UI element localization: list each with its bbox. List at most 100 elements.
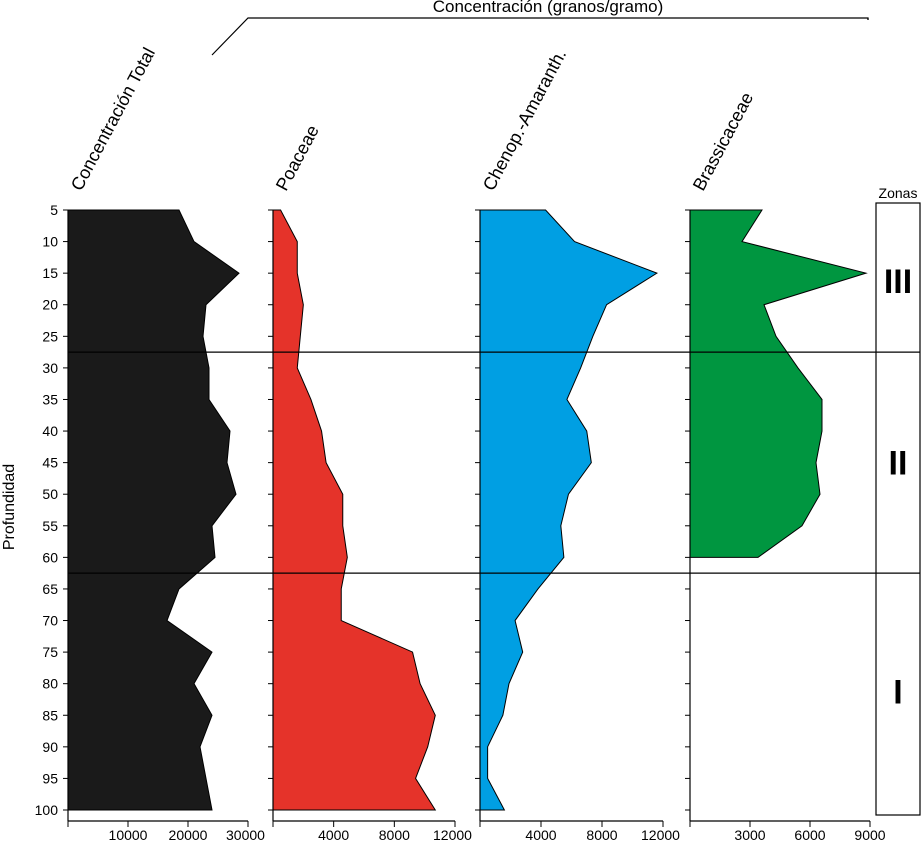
- data-point-concentraci-n-total-70: [166, 620, 168, 622]
- data-point-poaceae-25: [300, 336, 302, 338]
- depth-tick-label-55: 55: [42, 518, 58, 534]
- data-point-concentraci-n-total-80: [193, 683, 195, 685]
- x-tick-label-concentraci-n-total-10000: 10000: [109, 827, 148, 843]
- data-point-poaceae-5: [280, 209, 282, 211]
- zone-label-II: II: [889, 445, 908, 483]
- x-tick-label-concentraci-n-total-20000: 20000: [169, 827, 208, 843]
- data-point-chenop-amaranth-20: [606, 304, 608, 306]
- zone-label-I: I: [893, 674, 902, 712]
- data-point-brassicaceae-20: [763, 304, 765, 306]
- data-point-concentraci-n-total-50: [235, 493, 237, 495]
- data-point-poaceae-95: [415, 778, 417, 780]
- panel-title-poaceae: Poaceae: [272, 122, 323, 194]
- data-point-chenop-amaranth-55: [560, 525, 562, 527]
- zone-label-III: III: [884, 263, 912, 301]
- data-point-brassicaceae-30: [797, 367, 799, 369]
- depth-tick-label-95: 95: [42, 770, 58, 786]
- depth-tick-label-50: 50: [42, 486, 58, 502]
- zones-label: Zonas: [879, 185, 918, 201]
- data-point-concentraci-n-total-15: [238, 272, 240, 274]
- data-point-brassicaceae-25: [775, 336, 777, 338]
- data-point-chenop-amaranth-70: [514, 620, 516, 622]
- panel-poaceae: 4000 8000 12000 Poaceae: [268, 122, 472, 843]
- data-point-poaceae-85: [434, 714, 436, 716]
- x-tick-label-brassicaceae-3000: 3000: [734, 827, 765, 843]
- data-point-chenop-amaranth-15: [656, 272, 658, 274]
- data-point-poaceae-75: [412, 651, 414, 653]
- x-tick-label-brassicaceae-9000: 9000: [854, 827, 885, 843]
- x-tick-label-chenop-amaranth-12000: 12000: [641, 827, 680, 843]
- data-point-chenop-amaranth-40: [586, 430, 588, 432]
- data-point-brassicaceae-50: [819, 493, 821, 495]
- depth-tick-label-25: 25: [42, 328, 58, 344]
- depth-tick-label-30: 30: [42, 360, 58, 376]
- panel-title-brassicaceae: Brassicaceae: [689, 89, 757, 194]
- data-point-concentraci-n-total-65: [178, 588, 180, 590]
- data-point-brassicaceae-45: [815, 462, 817, 464]
- chart-title: Concentración (granos/gramo): [433, 0, 664, 16]
- data-point-chenop-amaranth-85: [502, 714, 504, 716]
- data-point-poaceae-40: [321, 430, 323, 432]
- data-point-poaceae-30: [296, 367, 298, 369]
- data-point-poaceae-10: [296, 241, 298, 243]
- x-tick-label-poaceae-4000: 4000: [318, 827, 349, 843]
- data-point-concentraci-n-total-20: [205, 304, 207, 306]
- data-point-concentraci-n-total-85: [211, 714, 213, 716]
- depth-tick-label-85: 85: [42, 707, 58, 723]
- data-point-poaceae-20: [303, 304, 305, 306]
- data-point-concentraci-n-total-25: [202, 336, 204, 338]
- depth-tick-label-75: 75: [42, 644, 58, 660]
- depth-tick-label-5: 5: [50, 202, 58, 218]
- data-point-concentraci-n-total-60: [214, 557, 216, 559]
- depth-tick-label-90: 90: [42, 739, 58, 755]
- data-point-brassicaceae-60: [757, 557, 759, 559]
- data-point-concentraci-n-total-10: [193, 241, 195, 243]
- data-point-concentraci-n-total-35: [208, 399, 210, 401]
- area-concentraci-n-total: [67, 209, 240, 811]
- panel-bracket: Concentración (granos/gramo): [211, 0, 869, 56]
- concentration-bracket-line: [211, 17, 869, 56]
- data-point-concentraci-n-total-40: [229, 430, 231, 432]
- data-point-poaceae-100: [434, 809, 436, 811]
- data-point-brassicaceae-15: [865, 272, 867, 274]
- data-point-chenop-amaranth-30: [580, 367, 582, 369]
- data-point-brassicaceae-40: [821, 430, 823, 432]
- data-point-chenop-amaranth-5: [545, 209, 547, 211]
- depth-tick-label-35: 35: [42, 391, 58, 407]
- depth-tick-label-40: 40: [42, 423, 58, 439]
- data-point-poaceae-35: [310, 399, 312, 401]
- data-point-poaceae-80: [419, 683, 421, 685]
- area-brassicaceae: [689, 209, 868, 558]
- data-point-chenop-amaranth-10: [574, 241, 576, 243]
- x-tick-label-chenop-amaranth-4000: 4000: [525, 827, 556, 843]
- panel-brassicaceae: 3000 6000 9000 Brassicaceae: [685, 89, 886, 843]
- x-tick-label-poaceae-8000: 8000: [379, 827, 410, 843]
- data-point-concentraci-n-total-100: [211, 809, 213, 811]
- depth-tick-label-15: 15: [42, 265, 58, 281]
- depth-tick-label-60: 60: [42, 549, 58, 565]
- depth-tick-label-100: 100: [35, 802, 59, 818]
- data-point-chenop-amaranth-65: [537, 588, 539, 590]
- depth-tick-label-45: 45: [42, 455, 58, 471]
- data-point-poaceae-45: [325, 462, 327, 464]
- panel-title-chenop-amaranth: Chenop.-Amaranth.: [479, 46, 570, 194]
- y-axis-label: Profundidad: [1, 464, 18, 550]
- depth-tick-label-70: 70: [42, 613, 58, 629]
- depth-tick-label-10: 10: [42, 234, 58, 250]
- depth-tick-label-65: 65: [42, 581, 58, 597]
- data-point-chenop-amaranth-25: [592, 336, 594, 338]
- data-point-poaceae-15: [296, 272, 298, 274]
- data-point-concentraci-n-total-55: [211, 525, 213, 527]
- depth-tick-label-20: 20: [42, 297, 58, 313]
- data-point-poaceae-55: [342, 525, 344, 527]
- data-point-chenop-amaranth-100: [504, 809, 506, 811]
- data-point-poaceae-70: [340, 620, 342, 622]
- data-point-poaceae-65: [340, 588, 342, 590]
- data-point-chenop-amaranth-35: [566, 399, 568, 401]
- depth-tick-label-80: 80: [42, 676, 58, 692]
- panel-title-concentraci-n-total: Concentración Total: [67, 44, 159, 194]
- zones-column: [875, 202, 921, 816]
- data-point-chenop-amaranth-50: [568, 493, 570, 495]
- area-chenop-amaranth: [479, 209, 659, 811]
